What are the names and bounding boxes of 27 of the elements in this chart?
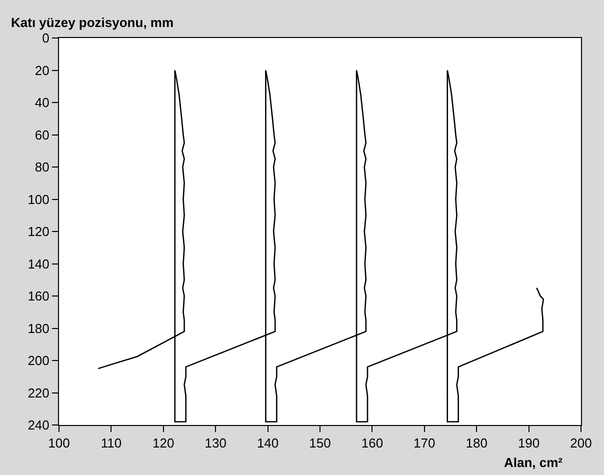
y-tick-label: 140	[28, 256, 50, 272]
y-tick-label: 100	[28, 192, 50, 207]
y-tick-label: 120	[28, 224, 50, 240]
x-tick-label: 160	[361, 436, 384, 451]
x-tick-label: 180	[466, 436, 488, 451]
y-tick-label: 20	[34, 62, 50, 78]
y-axis-title: Katı yüzey pozisyonu, mm	[11, 15, 174, 30]
line-series	[98, 70, 544, 422]
y-tick-label: 0	[42, 30, 50, 46]
y-tick-label: 240	[28, 418, 50, 433]
y-tick-label: 200	[28, 353, 50, 368]
y-tick-label: 40	[34, 95, 50, 110]
y-tick-label: 80	[34, 160, 50, 175]
y-tick-label: 60	[34, 127, 50, 142]
x-tick-label: 100	[48, 436, 70, 451]
y-tick-label: 180	[28, 320, 50, 336]
y-tick-label: 220	[28, 385, 50, 400]
x-tick-label: 140	[256, 436, 279, 451]
x-tick-label: 200	[570, 436, 592, 451]
x-tick-label: 130	[204, 436, 226, 451]
x-tick-label: 170	[414, 436, 436, 451]
x-axis-title: Alan, cm²	[504, 455, 564, 470]
x-tick-label: 110	[100, 436, 122, 451]
x-tick-label: 150	[309, 436, 331, 451]
x-tick-label: 190	[518, 436, 540, 451]
y-tick-label: 160	[28, 288, 50, 304]
x-tick-label: 120	[152, 436, 174, 451]
